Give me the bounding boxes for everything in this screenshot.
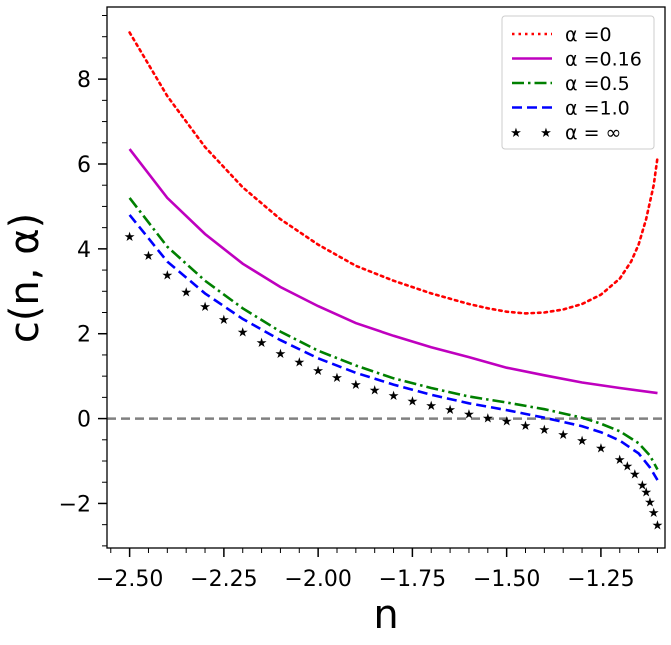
legend-label: α =0.16 xyxy=(565,49,642,71)
series-5-point: ★ xyxy=(331,371,343,386)
x-tick-label: −2.00 xyxy=(284,567,351,592)
series-5-point: ★ xyxy=(463,407,475,422)
series-5-point: ★ xyxy=(199,300,211,315)
legend-label: α =0 xyxy=(565,24,612,46)
plot-area xyxy=(106,6,666,549)
series-5-point: ★ xyxy=(143,249,155,264)
series-5-point: ★ xyxy=(520,419,532,434)
series-5-point: ★ xyxy=(369,384,381,399)
series-5-point: ★ xyxy=(444,403,456,418)
series-5-point: ★ xyxy=(237,326,249,341)
series-5-point: ★ xyxy=(256,336,268,351)
series-5-point: ★ xyxy=(621,459,633,474)
series-5-point: ★ xyxy=(293,355,305,370)
y-tick-label: 2 xyxy=(77,323,91,348)
y-tick-label: 0 xyxy=(77,408,91,433)
series-5-point: ★ xyxy=(180,285,192,300)
series-5-point: ★ xyxy=(595,441,607,456)
x-tick-label: −1.75 xyxy=(379,567,446,592)
x-tick-label: −2.25 xyxy=(190,567,257,592)
y-tick-label: 8 xyxy=(77,68,91,93)
legend: α =0 α =0.16α =0.5 α =1.0 ★ ★ α = ∞ xyxy=(501,15,655,150)
series-3-line xyxy=(128,197,659,471)
series-5-point: ★ xyxy=(557,428,569,443)
series-5-point: ★ xyxy=(312,364,324,379)
legend-label: α = ∞ xyxy=(565,122,621,144)
legend-box xyxy=(501,15,655,150)
series-5-point: ★ xyxy=(501,415,513,430)
x-tick-label: −1.50 xyxy=(473,567,540,592)
legend-label: α =0.5 xyxy=(565,73,630,95)
series-4-line xyxy=(128,214,659,481)
series-5-point: ★ xyxy=(388,389,400,404)
series-5-point: ★ xyxy=(407,394,419,409)
series-1-line xyxy=(128,31,659,315)
series-5-point: ★ xyxy=(539,423,551,438)
series-5-point: ★ xyxy=(648,506,660,521)
series-5-point: ★ xyxy=(652,519,664,534)
series-2-line xyxy=(128,148,658,395)
series-5-point: ★ xyxy=(161,268,173,283)
series-5-point: ★ xyxy=(637,478,649,493)
y-tick-label: −2 xyxy=(59,492,91,517)
series-5-point: ★ xyxy=(350,378,362,393)
y-tick-label: 6 xyxy=(77,153,91,178)
series-5-point: ★ xyxy=(629,468,641,483)
series-5-point: ★ xyxy=(124,230,136,245)
x-tick-label: −2.50 xyxy=(96,567,163,592)
y-axis-label: c(n, α) xyxy=(2,213,48,343)
series-5-point: ★ xyxy=(644,495,656,510)
legend-marker: ★ xyxy=(510,126,522,141)
series-5-point: ★ xyxy=(425,399,437,414)
x-axis-label: n xyxy=(373,592,398,638)
series-5-point: ★ xyxy=(614,453,626,468)
series-5-point: ★ xyxy=(275,347,287,362)
legend-marker: ★ xyxy=(540,126,552,141)
x-tick-label: −1.25 xyxy=(567,567,634,592)
series-5-point: ★ xyxy=(482,411,494,426)
y-tick-label: 4 xyxy=(77,238,91,263)
series-5-point: ★ xyxy=(218,313,230,328)
series-5-point: ★ xyxy=(640,486,652,501)
legend-label: α =1.0 xyxy=(565,98,630,120)
series-5-point: ★ xyxy=(576,434,588,449)
